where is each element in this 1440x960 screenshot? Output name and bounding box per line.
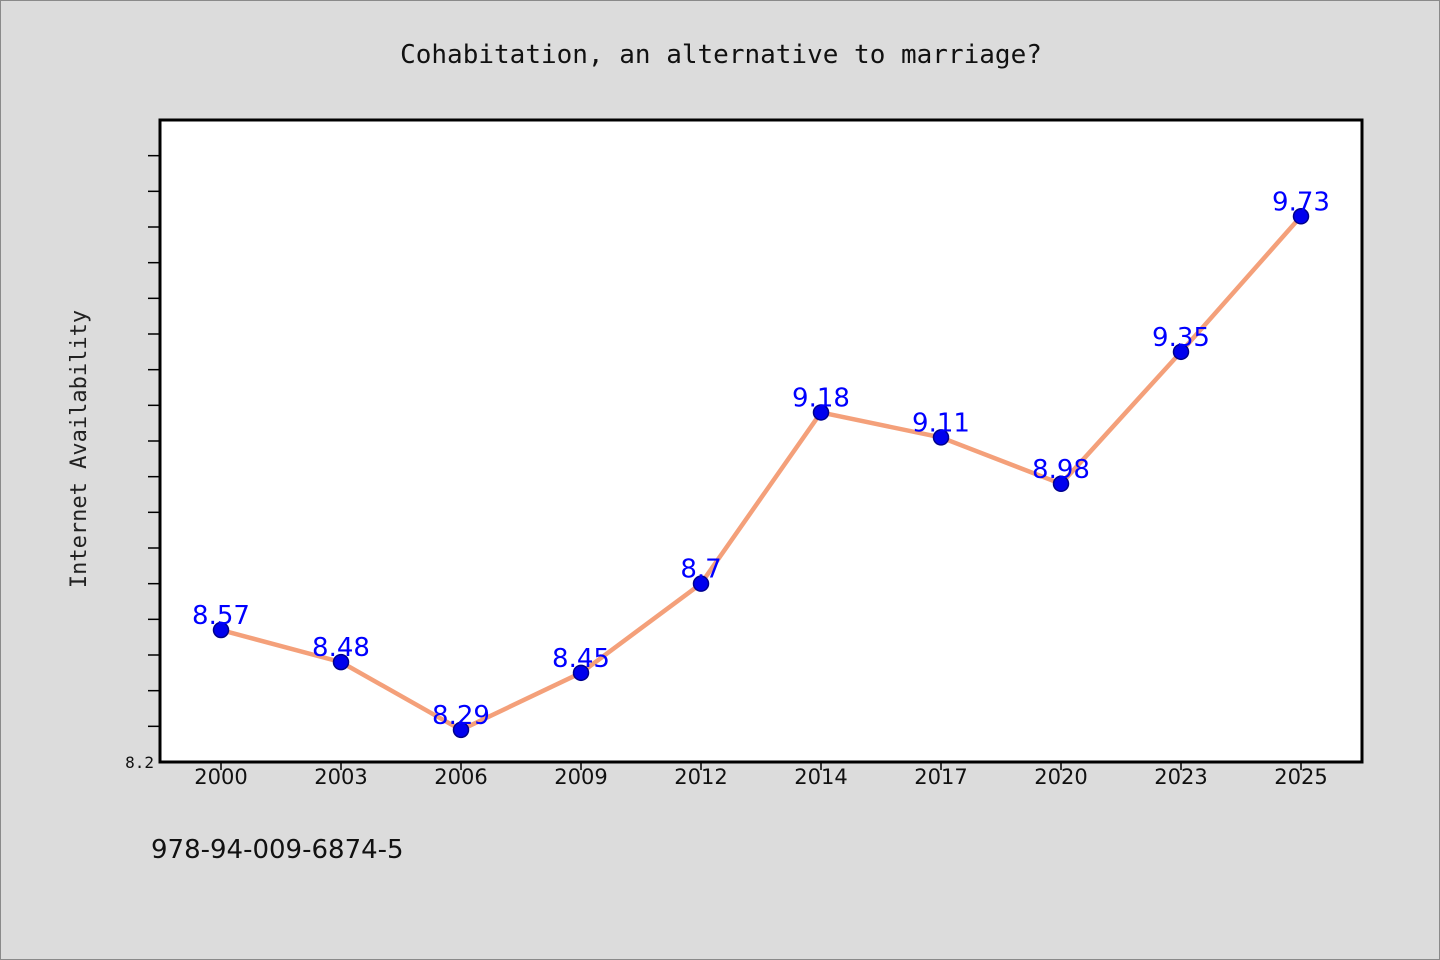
data-label: 8.48: [312, 633, 370, 663]
data-point: [452, 721, 470, 739]
footer-code: 978-94-009-6874-5: [151, 835, 404, 865]
data-point: [572, 664, 590, 682]
x-tick-label: 2012: [674, 765, 727, 789]
data-label: 9.35: [1152, 323, 1210, 353]
series-line-group: [218, 214, 1304, 733]
x-tick-label: 2009: [554, 765, 607, 789]
x-tick-label: 2003: [314, 765, 367, 789]
x-axis-ticks: 2000 2003 2006 2009 2012 2014 2017 2020 2023 2025: [194, 762, 1328, 789]
plot-area: [158, 118, 1364, 764]
x-tick-label: 2020: [1034, 765, 1087, 789]
data-label: 8.29: [432, 701, 490, 731]
data-point: [212, 621, 230, 639]
x-tick-label: 2023: [1154, 765, 1207, 789]
x-tick-label: 2000: [194, 765, 247, 789]
data-label: 8.45: [552, 644, 610, 674]
data-point: [692, 575, 710, 592]
data-label: 9.18: [792, 383, 850, 413]
data-point: [332, 653, 350, 671]
series-markers: [212, 208, 1310, 739]
data-point: [1292, 208, 1310, 225]
data-point: [812, 404, 830, 421]
x-tick-label: 2025: [1274, 765, 1327, 789]
data-point: [1052, 475, 1070, 493]
y-axis-ticks: 8.2: [125, 154, 160, 772]
data-point: [1172, 343, 1190, 361]
x-tick-label: 2017: [914, 765, 967, 789]
x-tick-label: 2014: [794, 765, 847, 789]
value-labels: 8.57 8.48 8.29 8.45 8.7 9.18 9.11 8.98 9.35 9.73: [192, 187, 1330, 731]
data-label: 8.98: [1032, 455, 1090, 485]
chart-title: Cohabitation, an alternative to marriage…: [400, 40, 1042, 70]
data-label: 9.11: [912, 408, 970, 438]
x-tick-label: 2006: [434, 765, 487, 789]
y-axis-label: Internet Availability: [67, 310, 92, 588]
data-point: [932, 429, 950, 446]
data-label: 8.57: [192, 601, 250, 631]
data-label: 9.73: [1272, 187, 1330, 217]
y-tick-label: 8.2: [125, 753, 154, 772]
series-line: [218, 214, 1304, 733]
data-label: 8.7: [680, 555, 721, 585]
